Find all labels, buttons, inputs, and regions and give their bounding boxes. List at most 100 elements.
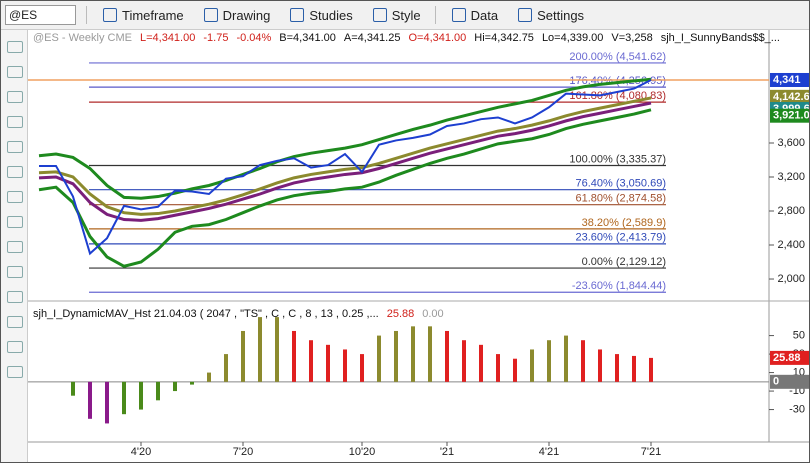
- menu[interactable]: Studies: [286, 8, 356, 23]
- tool-icon[interactable]: [7, 366, 23, 378]
- y-tick-label: 50: [793, 329, 805, 341]
- histogram-bar: [122, 381, 126, 415]
- y-tick-label: 2,800: [777, 205, 805, 217]
- histogram-bar: [547, 340, 551, 382]
- menu[interactable]: Settings: [514, 8, 588, 23]
- price-label-box: [770, 374, 809, 389]
- histogram-bar: [513, 358, 517, 382]
- fib-level-label: -23.60% (1,844.44): [572, 280, 666, 292]
- tool-icon[interactable]: [7, 291, 23, 303]
- menu[interactable]: Data: [448, 8, 502, 23]
- tool-icon[interactable]: [7, 266, 23, 278]
- histogram-bar: [207, 372, 211, 382]
- price-label: 4,341: [773, 74, 801, 86]
- x-tick-label: 7'20: [233, 446, 253, 458]
- header-item: -1.75: [203, 32, 228, 44]
- toolbar: @ES Timeframe Drawing Studies Style Data…: [1, 1, 809, 30]
- histogram-bar: [632, 355, 636, 382]
- histogram-bar: [649, 357, 653, 382]
- price-label: 4,142.6: [773, 91, 809, 103]
- fib-level-label: 61.80% (2,874.58): [575, 193, 666, 205]
- histogram-bar: [326, 344, 330, 382]
- menu[interactable]: Drawing: [200, 8, 275, 23]
- separator: [86, 6, 87, 24]
- histogram-bar: [428, 326, 432, 382]
- y-tick-label: -30: [789, 403, 805, 415]
- menu-label[interactable]: Data: [470, 7, 499, 23]
- fib-level-label: 76.40% (3,050.69): [575, 178, 666, 190]
- tool-icon[interactable]: [7, 316, 23, 328]
- menu-label[interactable]: Settings: [537, 7, 585, 23]
- price-label-box: [770, 89, 809, 104]
- histogram-bar: [564, 335, 568, 382]
- y-tick-label: 2,000: [777, 273, 805, 285]
- header-item: O=4,341.00: [408, 32, 466, 44]
- header-item: B=4,341.00: [279, 32, 336, 44]
- histogram-bar: [190, 381, 194, 385]
- histogram-bar: [88, 381, 92, 419]
- header-item: V=3,258: [611, 32, 652, 44]
- x-tick-label: 4'21: [539, 446, 559, 458]
- menu[interactable]: Timeframe: [99, 8, 188, 23]
- header-item: sjh_I_SunnyBands$$_...: [661, 32, 780, 44]
- y-tick-label: 3,600: [777, 137, 805, 149]
- tool-icon[interactable]: [7, 41, 23, 53]
- histogram-bar: [445, 330, 449, 382]
- symbol-input[interactable]: @ES: [5, 5, 76, 25]
- tool-icon[interactable]: [7, 216, 23, 228]
- y-tick-label: 3,200: [777, 171, 805, 183]
- series-line: [38, 96, 652, 216]
- drawing-sidebar: [1, 30, 28, 462]
- tool-icon[interactable]: [7, 191, 23, 203]
- histogram-bar: [615, 354, 619, 382]
- histogram-bar: [173, 381, 177, 392]
- price-label: 3,921.0: [773, 110, 809, 122]
- header-item: Lo=4,339.00: [542, 32, 603, 44]
- tool-icon[interactable]: [7, 341, 23, 353]
- histogram-bar: [71, 381, 75, 396]
- histogram-bar: [156, 381, 160, 401]
- menu-label[interactable]: Timeframe: [122, 7, 184, 23]
- header-item: sjh_I_DynamicMAV_Hst 21.04.03 ( 2047 , "…: [33, 308, 379, 320]
- histogram-bar: [377, 335, 381, 382]
- fib-level-label: 23.60% (2,413.79): [575, 232, 666, 244]
- fib-level-label: 100.00% (3,335.37): [569, 153, 666, 165]
- histogram-bar: [275, 317, 279, 382]
- menu[interactable]: Style: [369, 8, 425, 23]
- fib-level-label: 38.20% (2,589.9): [582, 217, 666, 229]
- histogram-bar: [581, 340, 585, 382]
- histogram-bar: [105, 381, 109, 424]
- histogram-bar: [360, 354, 364, 382]
- header-item: A=4,341.25: [344, 32, 401, 44]
- histogram-bar: [343, 349, 347, 382]
- menu-label[interactable]: Studies: [309, 7, 353, 23]
- histogram-bar: [224, 354, 228, 382]
- fib-level-label: 0.00% (2,129.12): [582, 256, 666, 268]
- price-label: 0: [773, 376, 779, 388]
- x-tick-label: '21: [440, 446, 454, 458]
- tool-icon[interactable]: [7, 166, 23, 178]
- separator: [434, 6, 436, 24]
- tool-icon[interactable]: [7, 91, 23, 103]
- menu-label[interactable]: Drawing: [222, 7, 271, 23]
- price-label-box: [770, 350, 809, 365]
- series-line: [38, 108, 652, 268]
- histogram-bar: [241, 330, 245, 382]
- fib-level-label: 200.00% (4,541.62): [569, 51, 666, 63]
- tool-icon[interactable]: [7, 66, 23, 78]
- header-item: 25.88: [387, 308, 415, 320]
- header-item: -0.04%: [236, 32, 271, 44]
- histogram-bar: [309, 340, 313, 382]
- histogram-bar: [462, 340, 466, 382]
- histogram-bar: [479, 344, 483, 382]
- series-line: [38, 101, 652, 222]
- tool-icon[interactable]: [7, 116, 23, 128]
- price-label: 25.88: [773, 352, 801, 364]
- x-tick-label: 4'20: [131, 446, 151, 458]
- tool-icon[interactable]: [7, 241, 23, 253]
- tool-icon[interactable]: [7, 141, 23, 153]
- series-line: [39, 79, 652, 256]
- menu-label[interactable]: Style: [391, 7, 421, 23]
- y-tick-label: 2,400: [777, 239, 805, 251]
